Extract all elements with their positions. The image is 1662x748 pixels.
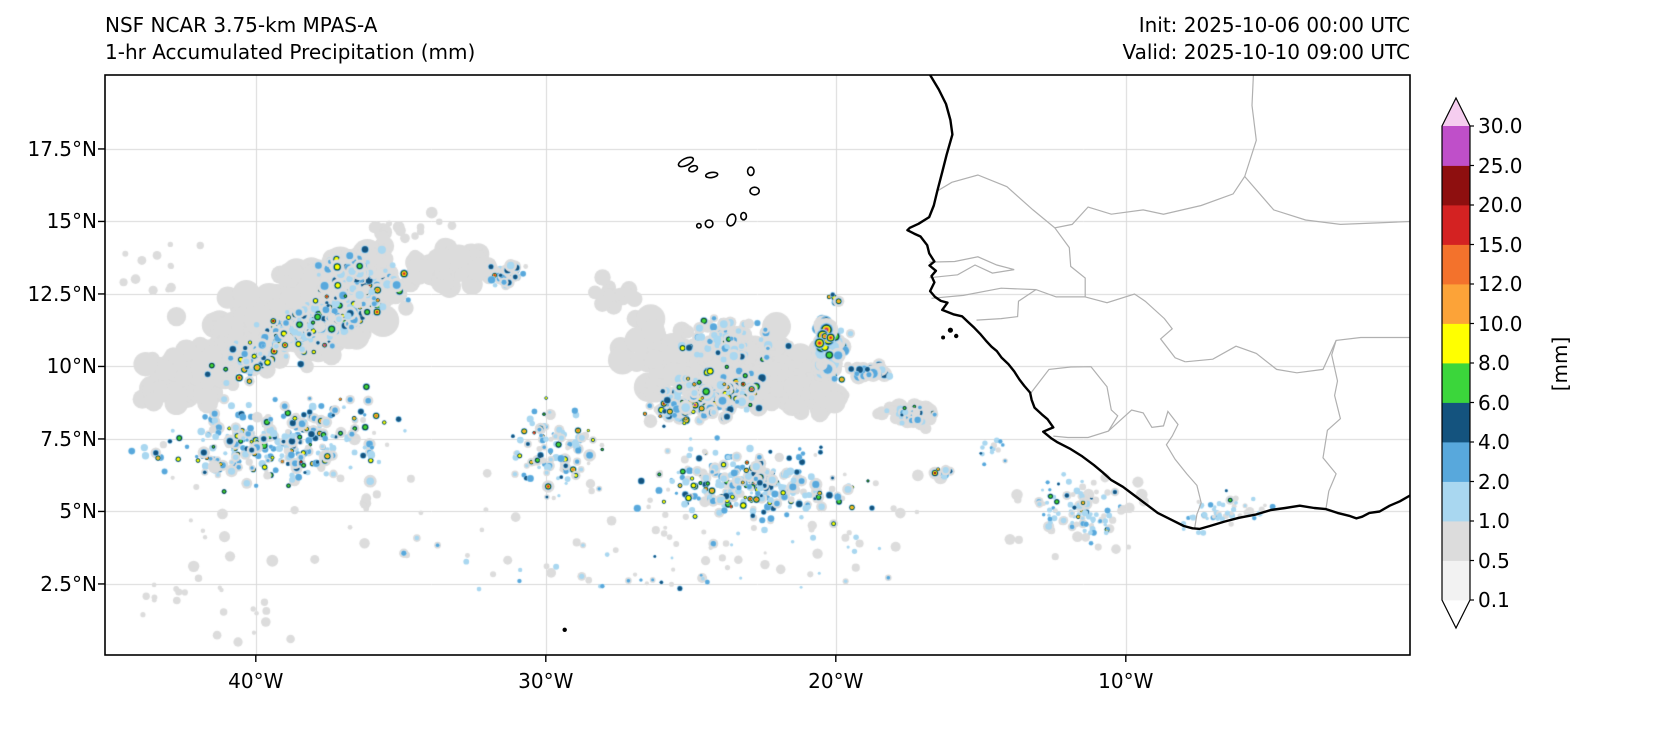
colorbar-segment — [1442, 126, 1470, 166]
colorbar-tick-label: 15.0 — [1478, 232, 1523, 257]
colorbar-segment — [1442, 284, 1470, 324]
colorbar-tick-label: 2.0 — [1478, 469, 1510, 494]
colorbar-tick-label: 20.0 — [1478, 193, 1523, 217]
colorbar-unit-label: [mm] — [1548, 336, 1572, 392]
colorbar-tick-label: 0.5 — [1478, 548, 1510, 573]
y-tick-label: 17.5°N — [27, 136, 98, 161]
colorbar-segment — [1442, 363, 1470, 403]
country-border — [936, 75, 1257, 229]
y-tick-label: 15°N — [46, 209, 97, 234]
country-border — [1185, 336, 1410, 374]
init-time: Init: 2025-10-06 00:00 UTC — [1138, 13, 1410, 37]
country-border — [1322, 340, 1342, 510]
colorbar-tick-label: 8.0 — [1478, 351, 1510, 375]
islet-dot — [562, 627, 567, 632]
colorbar-segment — [1442, 323, 1470, 364]
colorbar-segment — [1442, 205, 1470, 245]
island-outline — [704, 219, 714, 229]
colorbar-segment — [1442, 481, 1470, 522]
time-block: Init: 2025-10-06 00:00 UTC Valid: 2025-1… — [1122, 12, 1410, 66]
island-outline — [704, 171, 719, 179]
x-tick-label: 40°W — [228, 669, 284, 693]
islet-dot — [941, 335, 946, 340]
islet-dot — [947, 327, 954, 333]
product-title: 1-hr Accumulated Precipitation (mm) — [105, 40, 476, 64]
country-border — [1085, 293, 1186, 363]
x-tick-label: 20°W — [808, 669, 864, 693]
island-outline — [739, 211, 748, 221]
colorbar-segment — [1442, 402, 1470, 443]
colorbar-segment — [1442, 244, 1470, 285]
colorbar-tick-label: 12.0 — [1478, 272, 1523, 296]
title-block: NSF NCAR 3.75-km MPAS-A 1-hr Accumulated… — [105, 12, 475, 66]
country-border — [1107, 409, 1202, 528]
island-outline — [687, 164, 699, 173]
precipitation-field-canvas — [105, 75, 1410, 655]
island-outline — [749, 186, 760, 196]
model-title: NSF NCAR 3.75-km MPAS-A — [105, 13, 378, 37]
islet-dot — [954, 333, 959, 339]
colorbar-tick-label: 4.0 — [1478, 430, 1510, 454]
map-frame — [104, 74, 1411, 656]
colorbar-segment — [1442, 442, 1470, 482]
island-outline — [746, 166, 755, 177]
coastline — [906, 75, 1410, 531]
y-tick-label: 2.5°N — [40, 571, 97, 596]
colorbar — [1441, 96, 1474, 630]
country-border — [1244, 176, 1410, 226]
colorbar-tick-label: 10.0 — [1478, 311, 1523, 336]
colorbar-tick-label: 30.0 — [1478, 114, 1523, 138]
country-border — [929, 256, 1015, 271]
valid-time: Valid: 2025-10-10 09:00 UTC — [1122, 40, 1410, 64]
x-tick-label: 30°W — [518, 669, 574, 693]
country-border — [929, 264, 1015, 279]
colorbar-under-arrow — [1442, 600, 1470, 628]
island-outline — [726, 213, 737, 227]
island-outline — [695, 222, 702, 229]
colorbar-tick-label: 6.0 — [1478, 390, 1510, 415]
colorbar-segment — [1442, 521, 1470, 561]
country-border — [976, 289, 1037, 321]
colorbar-segment — [1442, 560, 1470, 601]
colorbar-tick-label: 25.0 — [1478, 153, 1523, 178]
x-tick-label: 10°W — [1098, 669, 1154, 693]
colorbar-segment — [1442, 165, 1470, 206]
y-tick-label: 7.5°N — [40, 426, 97, 451]
colorbar-tick-label: 1.0 — [1478, 509, 1510, 533]
colorbar-over-arrow — [1442, 98, 1470, 126]
country-border — [931, 227, 1086, 299]
y-tick-label: 12.5°N — [27, 281, 98, 306]
country-border — [1029, 366, 1119, 439]
island-outline — [677, 156, 695, 168]
colorbar-tick-label: 0.1 — [1478, 588, 1510, 612]
y-tick-label: 10°N — [46, 354, 97, 379]
y-tick-label: 5°N — [59, 499, 97, 524]
